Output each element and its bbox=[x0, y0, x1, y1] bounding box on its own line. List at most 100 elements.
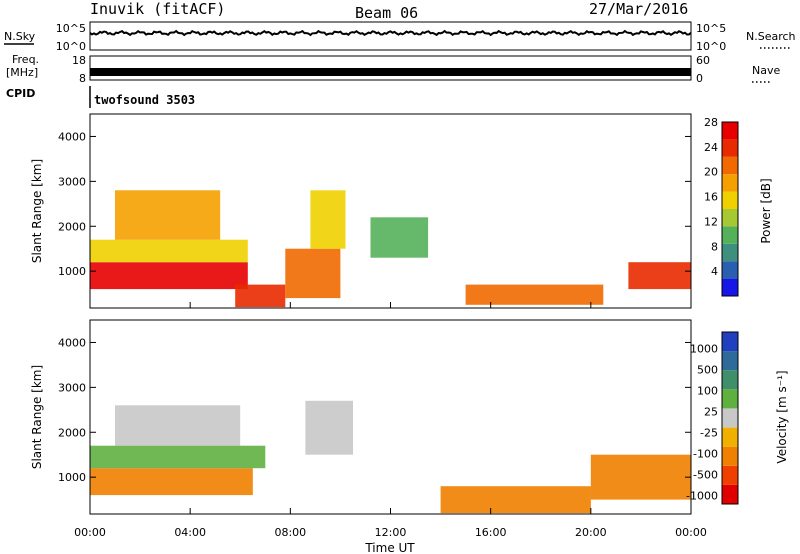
power-region-6 bbox=[370, 217, 429, 258]
velocity-region-3 bbox=[305, 400, 353, 455]
power-colorbar-segment-9 bbox=[722, 122, 738, 140]
station-title: Inuvik (fitACF) bbox=[90, 0, 225, 18]
power-ytick-label-2: 3000 bbox=[58, 175, 86, 188]
nsearch-label: N.Search bbox=[746, 30, 796, 43]
power-colorbar-segment-8 bbox=[722, 139, 738, 157]
xtick-label-6: 00:00 bbox=[675, 526, 707, 539]
power-heatmap bbox=[90, 190, 691, 308]
velocity-region-5 bbox=[590, 454, 691, 500]
velocity-region-4 bbox=[440, 486, 591, 514]
freq-tick-top: 18 bbox=[72, 54, 86, 67]
freq-unit-label: [MHz] bbox=[6, 66, 38, 79]
power-colorbar-segment-4 bbox=[722, 209, 738, 227]
nsky-frame bbox=[89, 21, 692, 51]
power-colorbar-segment-1 bbox=[722, 261, 738, 279]
power-ytick-label-1: 2000 bbox=[58, 220, 86, 233]
xtick-label-1: 04:00 bbox=[174, 526, 206, 539]
velocity-colorbar-tick-6: -500 bbox=[693, 468, 718, 481]
velocity-colorbar-segment-4 bbox=[722, 408, 738, 428]
power-colorbar-tick-4: 20 bbox=[704, 166, 718, 179]
power-panel: 1000 2000 3000 4000 Slant Range [km] 4 8 12 16… bbox=[30, 113, 773, 309]
velocity-ytick-label-3: 4000 bbox=[58, 336, 86, 349]
power-colorbar-tick-6: 28 bbox=[704, 116, 718, 129]
xtick-label-4: 16:00 bbox=[475, 526, 507, 539]
nsearch-tick-top: 10^5 bbox=[696, 22, 726, 35]
xtick-label-2: 08:00 bbox=[274, 526, 306, 539]
velocity-colorbar-tick-4: -25 bbox=[700, 427, 718, 440]
freq-tick-bottom: 8 bbox=[79, 72, 86, 85]
nave-tick-bottom: 0 bbox=[696, 72, 703, 85]
power-region-1 bbox=[90, 239, 248, 263]
velocity-colorbar-segment-8 bbox=[722, 332, 738, 352]
power-region-0 bbox=[90, 262, 248, 290]
velocity-heatmap bbox=[90, 400, 691, 514]
nsky-panel: N.Sky 10^5 10^0 10^5 10^0 N.Search bbox=[4, 21, 796, 53]
power-ytick-label-3: 4000 bbox=[58, 130, 86, 143]
x-axis-label: Time UT bbox=[364, 541, 415, 554]
power-region-3 bbox=[235, 284, 286, 308]
velocity-ytick-label-0: 1000 bbox=[58, 471, 86, 484]
power-colorbar-segment-2 bbox=[722, 243, 738, 262]
velocity-colorbar-tick-7: -1000 bbox=[686, 489, 718, 502]
velocity-colorbar-segment-7 bbox=[722, 351, 738, 371]
power-colorbar-segment-7 bbox=[722, 156, 738, 175]
power-colorbar-frame bbox=[721, 121, 739, 297]
nave-label: Nave bbox=[752, 64, 780, 77]
velocity-ytick-label-2: 3000 bbox=[58, 381, 86, 394]
nsky-tick-top: 10^5 bbox=[56, 22, 86, 35]
velocity-colorbar-tick-0: 1000 bbox=[690, 343, 718, 356]
power-colorbar-segment-3 bbox=[722, 226, 738, 244]
power-colorbar-segment-5 bbox=[722, 191, 738, 209]
power-region-8 bbox=[628, 262, 691, 290]
power-region-2 bbox=[115, 190, 221, 240]
velocity-ytick-label-1: 2000 bbox=[58, 426, 86, 439]
power-colorbar-segment-6 bbox=[722, 174, 738, 192]
velocity-region-1 bbox=[115, 405, 241, 446]
freq-panel: Freq. [MHz] CPID 18 8 60 0 Nave bbox=[6, 53, 780, 100]
velocity-panel: 1000 2000 3000 4000 Slant Range [km] 1000 50… bbox=[30, 319, 789, 515]
power-region-7 bbox=[465, 284, 604, 305]
freq-label: Freq. bbox=[12, 53, 39, 66]
velocity-colorbar-tick-5: -100 bbox=[693, 448, 718, 461]
nsky-tick-bottom: 10^0 bbox=[56, 40, 86, 53]
cpid-label: CPID bbox=[6, 87, 35, 100]
power-region-4 bbox=[285, 248, 341, 299]
xtick-label-5: 20:00 bbox=[575, 526, 607, 539]
power-colorbar-tick-5: 24 bbox=[704, 141, 718, 154]
cpid-panel: twofsound 3503 bbox=[89, 86, 195, 108]
xtick-label-3: 12:00 bbox=[375, 526, 407, 539]
power-region-5 bbox=[310, 190, 346, 249]
power-colorbar-tick-1: 8 bbox=[711, 240, 718, 253]
power-y-axis-label: Slant Range [km] bbox=[30, 159, 44, 263]
power-colorbar-tick-3: 16 bbox=[704, 191, 718, 204]
power-colorbar-tick-0: 4 bbox=[711, 265, 718, 278]
date-title: 27/Mar/2016 bbox=[589, 0, 688, 18]
power-colorbar-label: Power [dB] bbox=[759, 178, 773, 243]
velocity-colorbar-frame bbox=[721, 331, 739, 505]
beam-title: Beam 06 bbox=[355, 4, 418, 22]
velocity-colorbar-tick-1: 500 bbox=[697, 364, 718, 377]
xtick-label-0: 00:00 bbox=[74, 526, 106, 539]
velocity-colorbar-segment-1 bbox=[722, 465, 738, 485]
time-axis: 00:00 04:00 08:00 12:00 16:00 20:00 00:00 bbox=[74, 302, 707, 539]
velocity-colorbar-label: Velocity [m s⁻¹] bbox=[775, 370, 789, 463]
velocity-colorbar-segment-0 bbox=[722, 484, 738, 504]
velocity-colorbar-tick-3: 25 bbox=[704, 406, 718, 419]
power-ytick-label-0: 1000 bbox=[58, 265, 86, 278]
power-colorbar-segment-0 bbox=[722, 278, 738, 296]
velocity-colorbar-segment-5 bbox=[722, 389, 738, 409]
nsearch-tick-bottom: 10^0 bbox=[696, 40, 726, 53]
power-colorbar-tick-2: 12 bbox=[704, 215, 718, 228]
velocity-region-2 bbox=[90, 445, 266, 469]
cpid-value: twofsound 3503 bbox=[94, 93, 195, 107]
velocity-colorbar-segment-2 bbox=[722, 446, 738, 466]
freq-trace bbox=[90, 68, 691, 76]
nave-tick-top: 60 bbox=[696, 54, 710, 67]
velocity-region-0 bbox=[90, 468, 253, 496]
velocity-colorbar-segment-6 bbox=[722, 370, 738, 390]
velocity-y-axis-label: Slant Range [km] bbox=[30, 365, 44, 469]
nsky-label: N.Sky bbox=[4, 30, 36, 43]
nsky-trace bbox=[89, 29, 692, 37]
velocity-colorbar-tick-2: 100 bbox=[697, 385, 718, 398]
